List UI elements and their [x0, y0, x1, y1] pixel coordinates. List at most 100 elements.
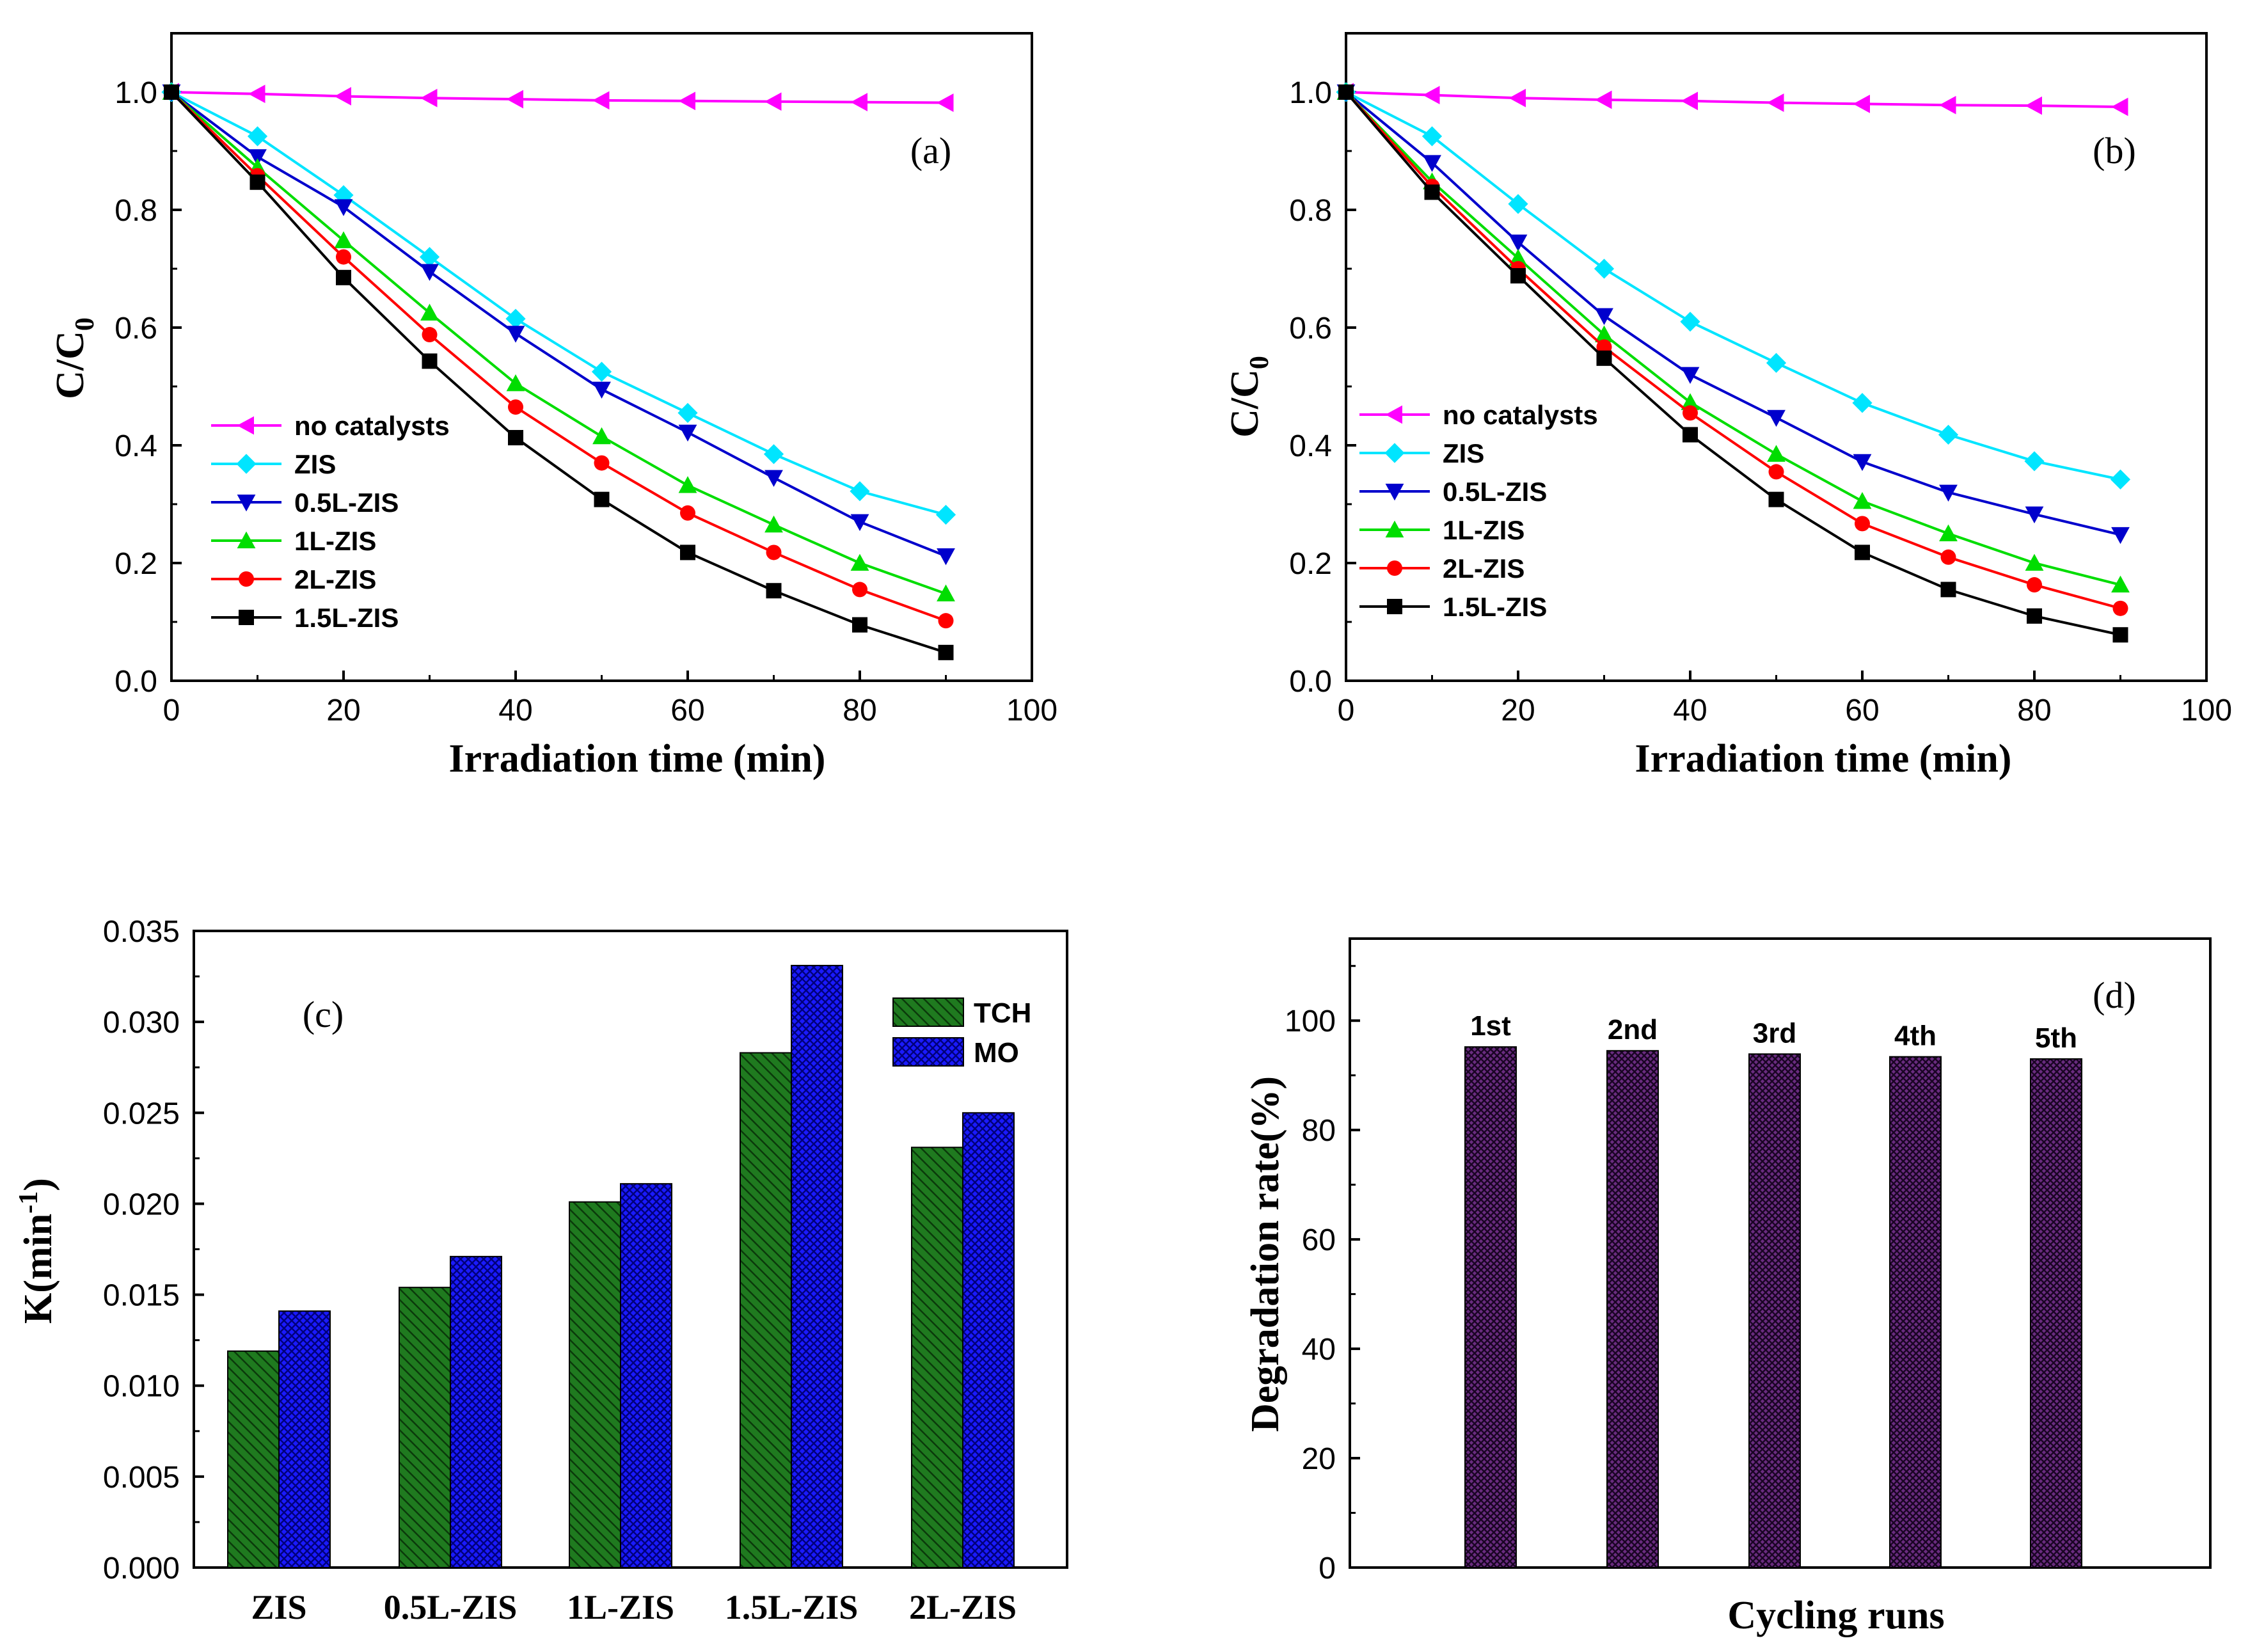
data-point — [1422, 126, 1443, 147]
y-tick-label: 0.035 — [103, 915, 180, 949]
bar — [740, 1052, 792, 1568]
legend-label: 2L-ZIS — [1443, 553, 1524, 584]
panel-d-bars: 1st 2nd 3rd 4th 5th — [1464, 1010, 2082, 1569]
panel-d-y-axis-title: Degradation rate(%) — [1244, 1076, 1287, 1432]
x-tick-label: 1.5L-ZIS — [725, 1588, 859, 1626]
data-point — [1939, 524, 1958, 541]
legend-label: ZIS — [294, 449, 336, 479]
bar — [569, 1201, 621, 1568]
data-point — [508, 399, 523, 415]
legend-label: 0.5L-ZIS — [294, 488, 399, 518]
data-point — [938, 613, 954, 629]
data-point — [764, 470, 783, 487]
data-point — [591, 361, 612, 382]
data-point — [247, 126, 268, 147]
legend-label: ZIS — [1443, 438, 1484, 468]
data-point — [2025, 553, 2044, 571]
data-point — [1510, 268, 1526, 284]
data-point — [594, 491, 610, 507]
data-point — [1509, 234, 1528, 251]
y-tick-label: 0 — [1319, 1552, 1336, 1585]
x-tick-label: 40 — [498, 694, 532, 727]
legend-label: no catalysts — [1443, 400, 1598, 430]
data-point — [420, 264, 439, 281]
x-tick-label: 60 — [1845, 694, 1879, 727]
data-point — [1768, 491, 1784, 507]
y-tick-label: 1.0 — [1289, 76, 1332, 110]
series-line — [1345, 91, 2121, 108]
data-point — [850, 481, 870, 502]
data-point — [1595, 325, 1613, 343]
bar-label: 4th — [1894, 1021, 1936, 1052]
data-point — [1338, 84, 1354, 100]
y-tick-label: 0.010 — [103, 1370, 180, 1404]
data-point — [506, 90, 523, 109]
panel-c-y-axis-title: K(min-1) — [14, 1178, 60, 1324]
panel-c-y-axis: 0.000 0.005 0.010 0.015 0.020 0.025 0.030 0.035 — [103, 915, 204, 1585]
panel-b-line-chart: 0 20 40 60 80 100 0.0 0.2 0.4 0.6 0.8 1.0 no catal… — [1223, 32, 2232, 781]
data-point — [766, 544, 782, 560]
panel-a-line-chart: 0 20 40 60 80 100 0.0 0.2 0.4 0.6 0.8 1.0 no catal… — [49, 32, 1057, 781]
data-point — [1509, 88, 1526, 107]
data-point — [248, 84, 265, 104]
panel-b-label: (b) — [2093, 130, 2136, 171]
panel-a-x-axis: 0 20 40 60 80 100 — [163, 671, 1057, 727]
data-point — [334, 87, 351, 106]
bar-label: 1st — [1470, 1010, 1511, 1042]
data-point — [1767, 409, 1786, 427]
data-point — [1681, 91, 1698, 111]
data-point — [2025, 96, 2042, 115]
data-point — [592, 381, 611, 399]
x-tick-label: ZIS — [251, 1588, 306, 1626]
bar-label: 2nd — [1608, 1014, 1658, 1045]
y-tick-label: 100 — [1285, 1005, 1336, 1038]
data-point — [506, 326, 525, 343]
data-point — [248, 149, 267, 166]
panel-b-y-axis: 0.0 0.2 0.4 0.6 0.8 1.0 — [1289, 76, 1356, 699]
bar — [791, 965, 843, 1568]
legend-swatch — [892, 1037, 964, 1067]
panel-b-legend: no catalysts ZIS 0.5L-ZIS 1L-ZIS 2L-ZIS 1.5L-… — [1359, 400, 1598, 622]
bar — [962, 1112, 1015, 1569]
data-point — [1766, 353, 1787, 373]
data-point — [1938, 424, 1959, 445]
x-tick-label: 20 — [1501, 694, 1535, 727]
bar — [450, 1255, 502, 1569]
data-point — [850, 93, 867, 112]
data-point — [2025, 506, 2044, 524]
panel-a-legend: no catalysts ZIS 0.5L-ZIS 1L-ZIS 2L-ZIS 1.5L-… — [211, 411, 450, 633]
panel-b-y-axis-title: C/C0 — [1223, 356, 1274, 438]
data-point — [1939, 484, 1958, 502]
data-point — [1768, 464, 1784, 480]
legend-label: 1.5L-ZIS — [1443, 592, 1547, 622]
legend-marker — [239, 571, 254, 587]
data-point — [1424, 184, 1440, 200]
bar — [399, 1287, 451, 1568]
legend-marker — [239, 610, 254, 625]
y-tick-label: 0.0 — [1289, 665, 1332, 699]
bar — [1464, 1046, 1517, 1568]
data-point — [1595, 90, 1612, 109]
data-point — [1683, 405, 1698, 421]
legend-label: TCH — [974, 997, 1031, 1029]
data-point — [2112, 600, 2128, 616]
y-tick-label: 1.0 — [115, 76, 157, 110]
data-point — [1939, 95, 1956, 115]
series-line — [170, 91, 947, 623]
data-point — [336, 249, 351, 265]
legend-marker — [1384, 443, 1405, 463]
legend-marker — [1385, 405, 1402, 424]
y-tick-label: 80 — [1302, 1114, 1336, 1148]
data-point — [506, 374, 525, 392]
panel-d-x-axis-title: Cycling runs — [1727, 1594, 1944, 1637]
data-point — [680, 505, 695, 521]
data-point — [1596, 350, 1612, 366]
x-tick-label: 0 — [1338, 694, 1355, 727]
panel-a-x-axis-title: Irradiation time (min) — [449, 737, 826, 781]
data-point — [422, 327, 438, 343]
y-tick-label: 0.020 — [103, 1187, 180, 1221]
x-tick-label: 100 — [1006, 694, 1057, 727]
data-point — [1508, 194, 1528, 214]
panel-d-y-axis: 0 20 40 60 80 100 — [1285, 965, 1360, 1585]
